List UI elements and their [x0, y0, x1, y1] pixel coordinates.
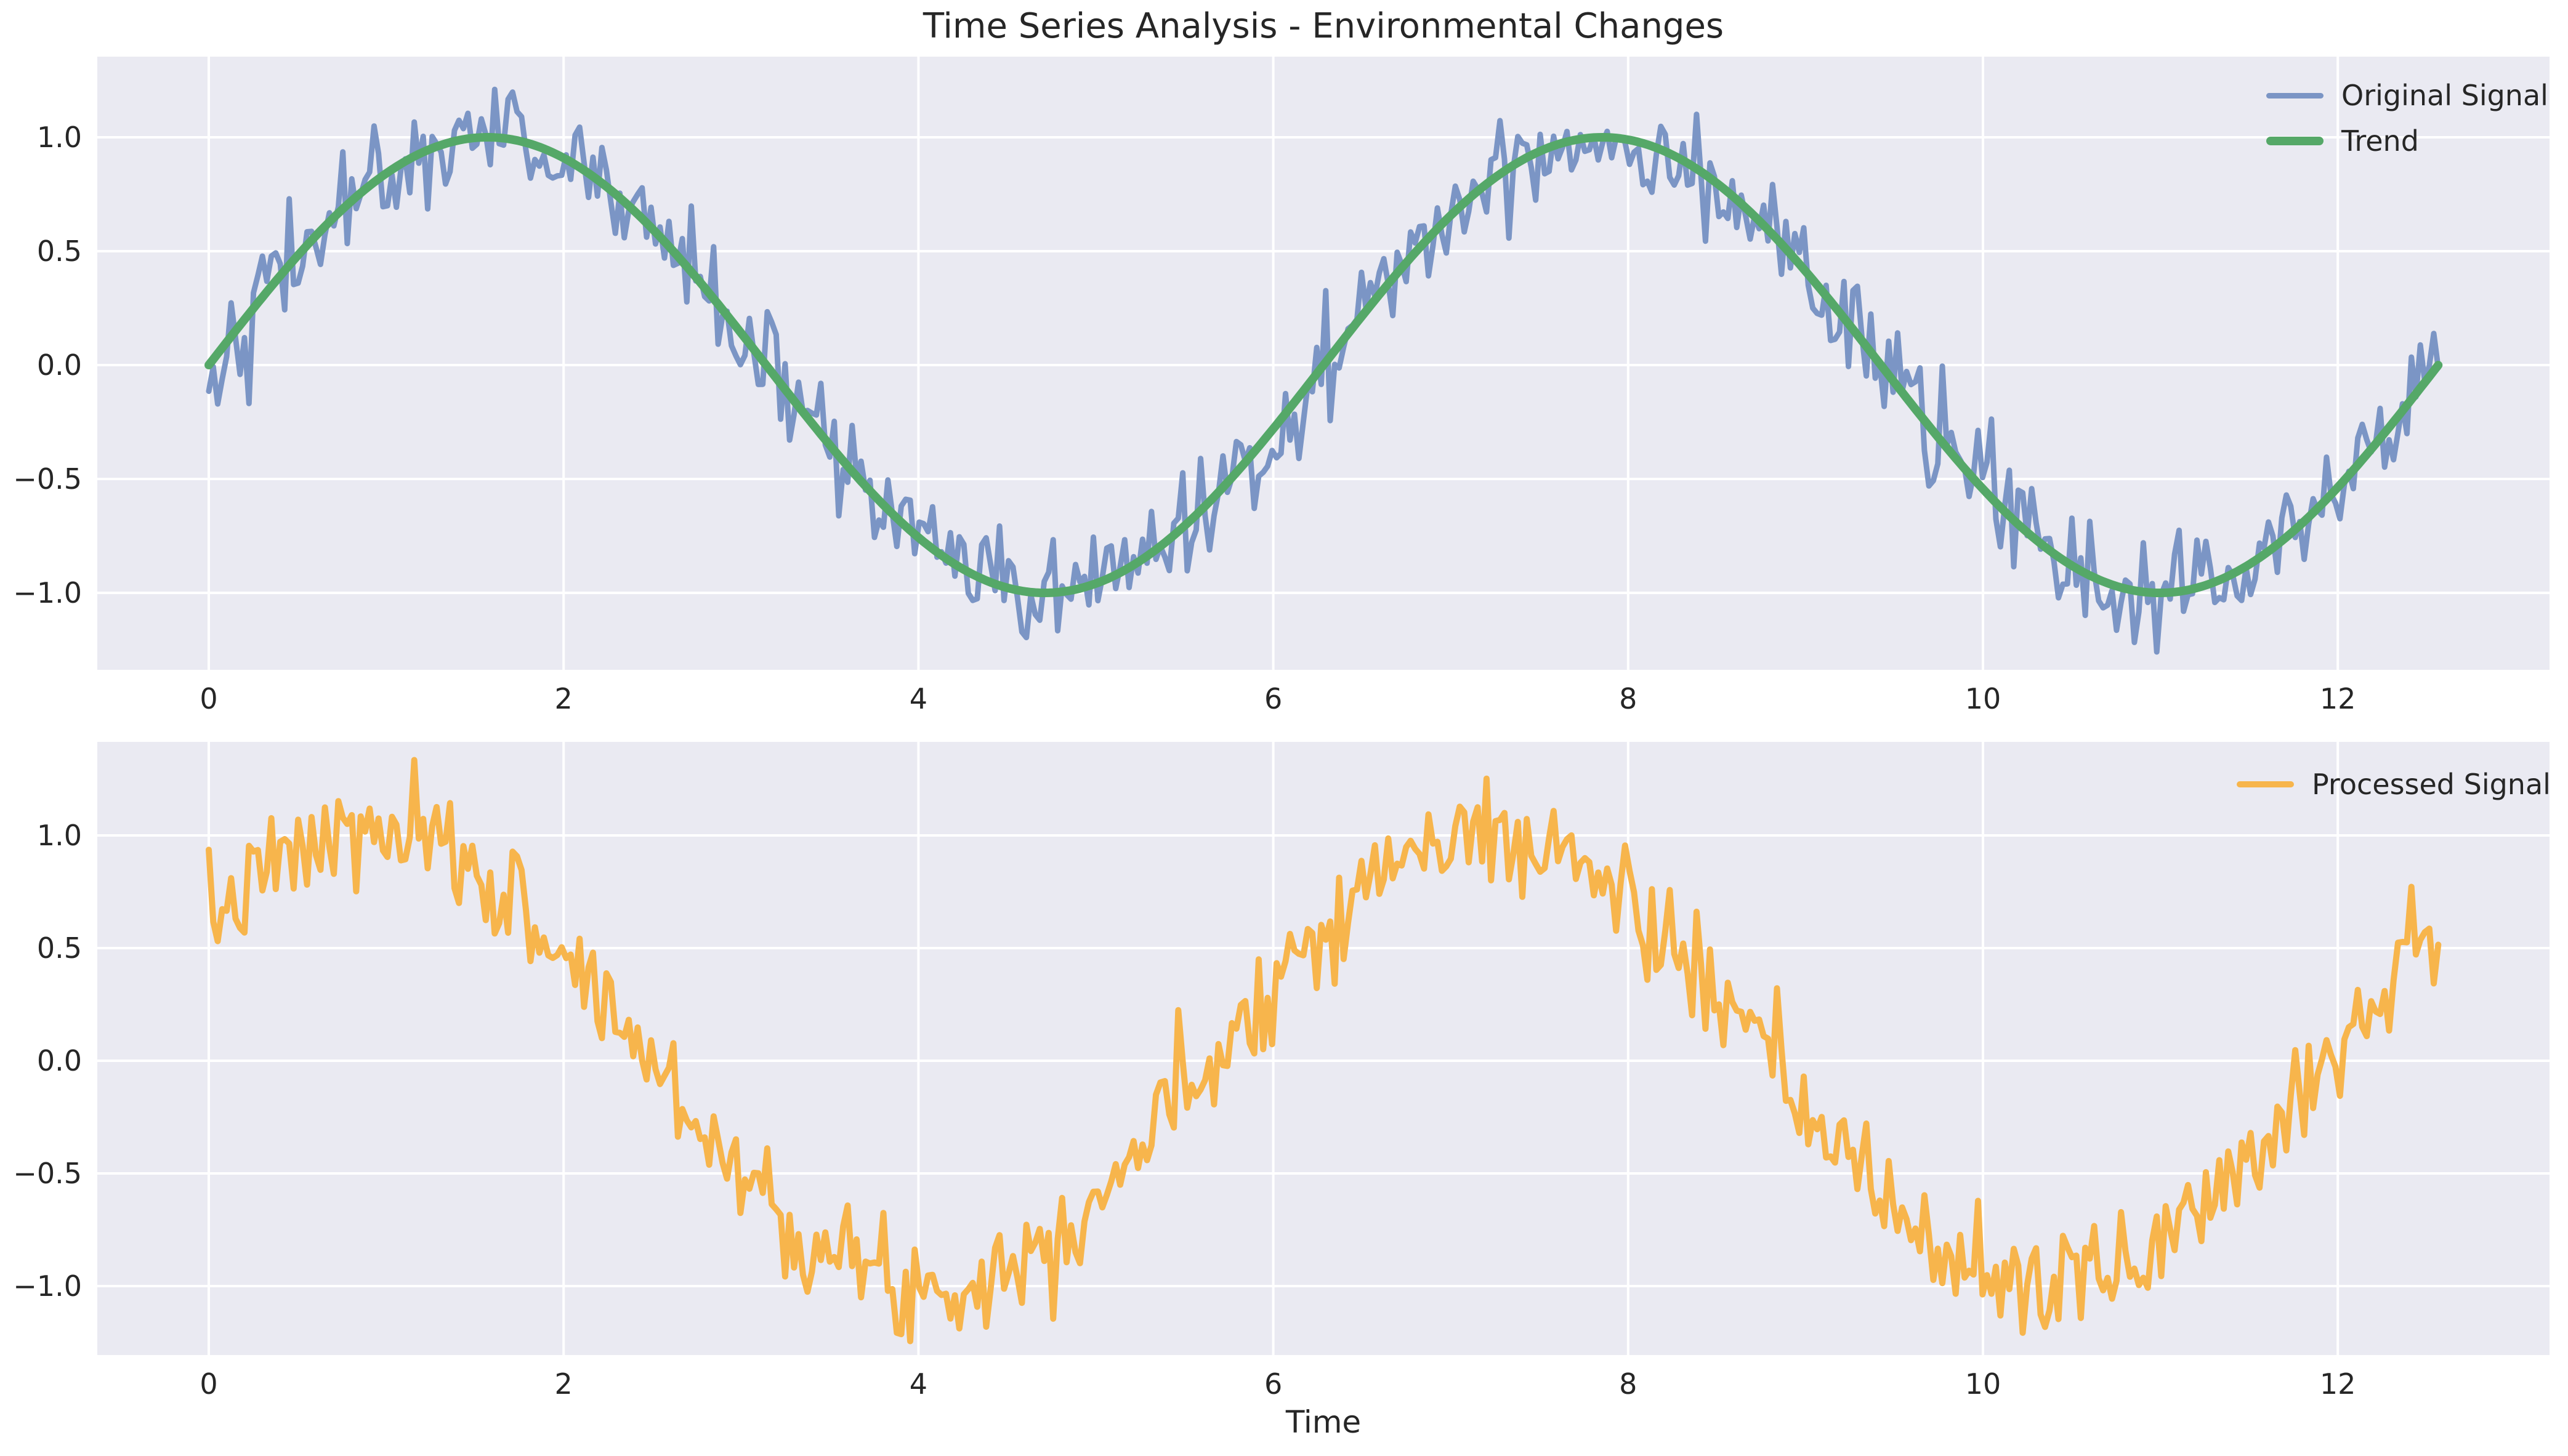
- x-tick-label: 8: [1619, 682, 1637, 715]
- bottom-plot-area: Processed Signal: [97, 742, 2551, 1355]
- top-plot-canvas: [97, 57, 2550, 670]
- series-line-trend: [204, 133, 2443, 597]
- y-tick-label: −0.5: [13, 462, 82, 496]
- legend-label: Processed Signal: [2312, 768, 2551, 801]
- x-tick-label: 2: [554, 1367, 573, 1401]
- legend-line-swatch: [2266, 137, 2324, 145]
- legend-entry: Original Signal: [2266, 79, 2548, 112]
- y-tick-label: 0.0: [36, 348, 82, 382]
- x-tick-label: 10: [1964, 1367, 2001, 1401]
- x-tick-label: 8: [1619, 1367, 1637, 1401]
- y-tick-label: 1.0: [36, 819, 82, 852]
- y-tick-label: 1.0: [36, 121, 82, 154]
- top-plot-area: Original Signal Trend: [97, 57, 2550, 670]
- top-plot-legend: Original Signal Trend: [2266, 79, 2548, 158]
- x-tick-label: 6: [1264, 1367, 1283, 1401]
- y-tick-label: 0.5: [36, 931, 82, 965]
- x-axis-label: Time: [1285, 1404, 1362, 1440]
- legend-label: Trend: [2341, 124, 2419, 158]
- legend-label: Original Signal: [2341, 79, 2548, 112]
- legend-entry: Trend: [2266, 124, 2548, 158]
- series-line-original-signal: [206, 86, 2441, 655]
- figure-title: Time Series Analysis - Environmental Cha…: [923, 6, 1724, 46]
- x-tick-label: 4: [909, 1367, 928, 1401]
- y-tick-label: −0.5: [13, 1157, 82, 1190]
- bottom-plot-legend: Processed Signal: [2237, 768, 2551, 801]
- x-tick-label: 12: [2319, 1367, 2356, 1401]
- y-tick-label: 0.5: [36, 235, 82, 268]
- x-tick-label: 0: [200, 1367, 218, 1401]
- x-tick-label: 12: [2319, 682, 2356, 715]
- y-tick-label: 0.0: [36, 1044, 82, 1077]
- x-tick-label: 0: [200, 682, 218, 715]
- legend-line-swatch: [2237, 781, 2294, 787]
- y-tick-label: −1.0: [13, 1269, 82, 1303]
- x-tick-label: 2: [554, 682, 573, 715]
- legend-line-swatch: [2266, 92, 2324, 99]
- bottom-plot-canvas: [97, 742, 2550, 1355]
- x-tick-label: 6: [1264, 682, 1283, 715]
- x-tick-label: 10: [1964, 682, 2001, 715]
- x-tick-label: 4: [909, 682, 928, 715]
- series-line-processed-signal: [206, 757, 2442, 1345]
- legend-entry: Processed Signal: [2237, 768, 2551, 801]
- y-tick-label: −1.0: [13, 576, 82, 609]
